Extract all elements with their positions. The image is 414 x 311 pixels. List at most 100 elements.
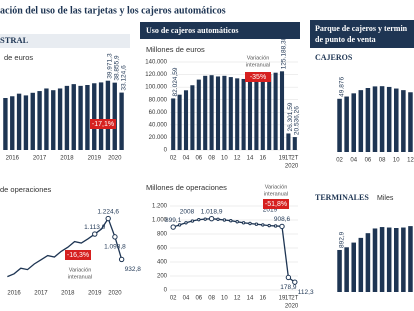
x-tick-label: 2018 [60, 156, 74, 162]
bar [279, 71, 285, 150]
y-tick-label: 400 [157, 260, 168, 266]
point [216, 217, 220, 222]
x-tick-label: 02 [170, 296, 177, 302]
panel-title: de punto de venta [315, 35, 376, 44]
annotation: -51,8% [265, 201, 287, 208]
data-label: 1.018,9 [201, 208, 223, 215]
point [285, 274, 292, 281]
annotation-box [263, 199, 289, 209]
x-tick-label: 08 [208, 296, 215, 302]
annotation-box [65, 250, 91, 260]
bar [37, 91, 42, 150]
x-tick-label: 16 [259, 296, 266, 302]
data-label: 39.971,3 [107, 53, 114, 79]
bar [358, 90, 364, 152]
point [273, 224, 278, 228]
bar [394, 88, 399, 152]
bar [3, 98, 8, 150]
x-tick-label: 19 [279, 296, 286, 302]
data-label: 20.536,26 [294, 106, 301, 135]
line [7, 217, 123, 278]
data-label: 26.301,59 [287, 102, 294, 131]
bar [401, 90, 406, 152]
x-tick-label: 10 [221, 296, 228, 302]
data-label: 1.224,6 [97, 208, 119, 215]
bar [222, 75, 227, 150]
page-title: ación del uso de las tarjetas y los caje… [0, 5, 226, 16]
annotation: -17,1% [92, 121, 114, 128]
bar [112, 82, 117, 150]
x-tick-label: 2016 [7, 291, 21, 297]
bar [408, 92, 413, 152]
y-tick-label: 80.000 [149, 97, 168, 103]
bar [337, 249, 342, 292]
annotation: Variación [265, 184, 288, 190]
bar [92, 83, 97, 150]
y-tick-label: 800 [157, 232, 168, 238]
y-tick-label: 1.200 [152, 204, 168, 210]
point [105, 215, 111, 222]
bar [241, 78, 246, 150]
point [184, 221, 188, 225]
x-tick-label: 2018 [61, 291, 75, 297]
panel-band [0, 34, 130, 48]
x-tick-label: 08 [379, 158, 386, 164]
bar [351, 93, 356, 152]
annotation: interanual [246, 62, 270, 68]
bar [254, 77, 259, 150]
annotation: -16,3% [67, 252, 89, 259]
point [177, 223, 182, 227]
bar [183, 90, 189, 150]
bar [177, 94, 182, 150]
data-label: 112,3 [298, 289, 314, 296]
chart-title: de euros [4, 53, 33, 62]
bar [260, 75, 265, 150]
point [261, 223, 265, 227]
x-tick-label: 2016 [6, 156, 20, 162]
chart-title: TERMINALES [315, 193, 369, 202]
bar [235, 78, 240, 150]
chart-title: de operaciones [0, 185, 52, 194]
bar [344, 247, 349, 292]
point [92, 231, 98, 237]
bar [365, 233, 371, 292]
bar [344, 96, 349, 152]
annotation: 2019 [263, 207, 278, 214]
bar [215, 76, 221, 150]
x-tick-label: 2019 [88, 156, 102, 162]
annotation-box [90, 119, 116, 129]
x-tick-label: 1T [285, 156, 292, 162]
data-label: 932,8 [125, 266, 142, 273]
x-tick-label: 16 [259, 156, 266, 162]
y-tick-label: 0 [164, 288, 168, 294]
data-label: 1.093,8 [104, 244, 126, 251]
data-label: 49.876 [338, 77, 345, 97]
point [197, 217, 201, 222]
data-label: 125.188,38 [281, 36, 288, 69]
bar [196, 79, 201, 150]
bar [337, 98, 342, 152]
point [190, 219, 195, 223]
bar [351, 242, 356, 292]
point [292, 279, 298, 285]
panel-title: Parque de cajeros y termin [315, 24, 408, 33]
chart-title: Millones de euros [146, 45, 205, 54]
y-tick-label: 60.000 [149, 110, 168, 116]
point [229, 219, 233, 223]
bar [10, 96, 15, 150]
x-tick-label: 06 [195, 156, 202, 162]
bar [30, 92, 35, 150]
point [222, 218, 227, 222]
annotation: Variación [247, 55, 270, 61]
y-tick-label: 600 [157, 246, 168, 252]
data-label: 38.855,9 [113, 55, 120, 81]
x-tick-label: 04 [350, 158, 357, 164]
data-label: 82.024,59 [172, 67, 179, 96]
x-tick-label: 19 [279, 156, 286, 162]
y-tick-label: 0 [164, 148, 168, 154]
y-tick-label: 20.000 [149, 135, 168, 141]
annotation: Variación [69, 267, 92, 273]
bar [98, 82, 104, 150]
data-label: 908,6 [274, 216, 291, 223]
